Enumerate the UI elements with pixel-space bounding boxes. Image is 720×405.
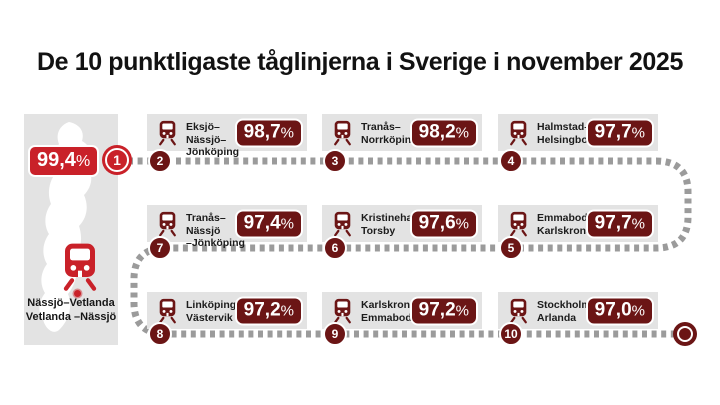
train-icon: [332, 298, 353, 324]
route-end-marker: [673, 322, 697, 346]
stop-card-8: Linköping– Västervik 97,2%: [147, 292, 307, 329]
route-line2: Vetlanda –Nässjö: [25, 310, 117, 323]
end-ring: [677, 326, 693, 342]
stop-label: Linköping– Västervik: [186, 299, 242, 324]
train-icon: [508, 120, 529, 146]
stop-label: Tranås– Norrköping: [361, 121, 418, 146]
percent-badge: 98,2%: [409, 118, 478, 147]
train-icon: [332, 120, 353, 146]
rank-marker-start: 1: [102, 145, 132, 175]
rank-marker: 10: [499, 322, 523, 346]
train-icon: [508, 298, 529, 324]
train-icon: [508, 211, 529, 237]
percent-badge: 98,7%: [234, 118, 303, 147]
stop-label: Eksjö–Nässjö– Jönköping: [186, 121, 240, 159]
rank-marker: 8: [148, 322, 172, 346]
stop-label: Stockholm– Arlanda: [537, 299, 597, 324]
stop-label: Karlskrona– Emmaboda: [361, 299, 422, 324]
map-panel: Nässjö–Vetlanda Vetlanda –Nässjö 99,4%: [24, 114, 118, 345]
rank-marker: 9: [323, 322, 347, 346]
train-icon: [332, 211, 353, 237]
percent-badge: 97,0%: [585, 296, 654, 325]
page-title: De 10 punktligaste tåglinjerna i Sverige…: [37, 48, 683, 76]
train-icon: [157, 211, 178, 237]
rank-marker: 3: [323, 149, 347, 173]
percent-badge: 97,2%: [409, 296, 478, 325]
rank-marker: 2: [148, 149, 172, 173]
location-dot-icon: [74, 290, 81, 297]
rank-marker: 5: [499, 236, 523, 260]
percent-badge: 97,7%: [585, 209, 654, 238]
stop-card-9: Karlskrona– Emmaboda 97,2%: [322, 292, 482, 329]
stop-label: Tranås–Nässjö –Jönköping: [186, 212, 245, 250]
percent-badge: 97,7%: [585, 118, 654, 147]
stop-card-5: Emmaboda– Karlskrona 97,7%: [498, 205, 658, 242]
rank-number: 1: [105, 148, 129, 172]
percent-badge: 97,2%: [234, 296, 303, 325]
percent-badge: 97,6%: [409, 209, 478, 238]
stop-card-10: Stockholm– Arlanda 97,0%: [498, 292, 658, 329]
rank-marker: 7: [148, 236, 172, 260]
train-icon: [157, 298, 178, 324]
route-label: Nässjö–Vetlanda Vetlanda –Nässjö: [24, 297, 118, 325]
rank-marker: 6: [323, 236, 347, 260]
route-line1: Nässjö–Vetlanda: [27, 297, 115, 309]
stop-card-7: Tranås–Nässjö –Jönköping 97,4%: [147, 205, 307, 249]
stop-card-6: Kristinehamn– Torsby 97,6%: [322, 205, 482, 242]
stop-label: Emmaboda– Karlskrona: [537, 212, 600, 237]
stop-card-3: Tranås– Norrköping 98,2%: [322, 114, 482, 151]
rank-marker: 4: [499, 149, 523, 173]
train-icon: [157, 120, 178, 146]
percent-badge: 97,4%: [234, 209, 303, 238]
percent-badge-1: 99,4%: [28, 145, 100, 177]
stop-card-2: Eksjö–Nässjö– Jönköping 98,7%: [147, 114, 307, 158]
stop-label: Halmstad– Helsingborg: [537, 121, 599, 146]
stop-card-4: Halmstad– Helsingborg 97,7%: [498, 114, 658, 151]
